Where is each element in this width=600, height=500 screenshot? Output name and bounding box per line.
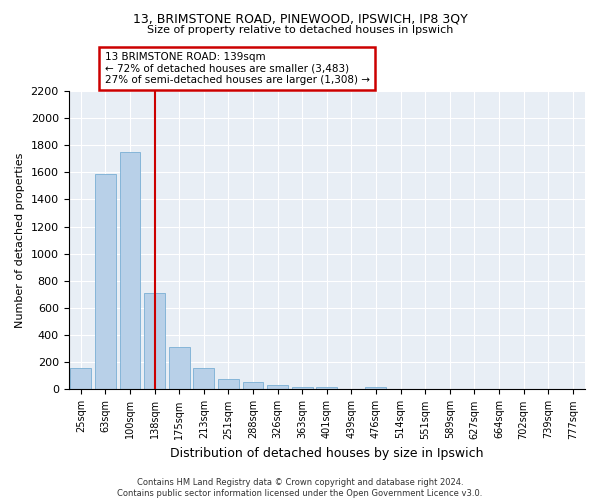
Bar	[95, 174, 116, 390]
Text: Contains HM Land Registry data © Crown copyright and database right 2024.
Contai: Contains HM Land Registry data © Crown c…	[118, 478, 482, 498]
Bar	[365, 386, 386, 390]
Text: 13, BRIMSTONE ROAD, PINEWOOD, IPSWICH, IP8 3QY: 13, BRIMSTONE ROAD, PINEWOOD, IPSWICH, I…	[133, 12, 467, 26]
Bar	[193, 368, 214, 390]
X-axis label: Distribution of detached houses by size in Ipswich: Distribution of detached houses by size …	[170, 447, 484, 460]
Bar	[218, 378, 239, 390]
Bar	[292, 386, 313, 390]
Text: Size of property relative to detached houses in Ipswich: Size of property relative to detached ho…	[147, 25, 453, 35]
Text: 13 BRIMSTONE ROAD: 139sqm
← 72% of detached houses are smaller (3,483)
27% of se: 13 BRIMSTONE ROAD: 139sqm ← 72% of detac…	[104, 52, 370, 85]
Bar	[169, 346, 190, 390]
Y-axis label: Number of detached properties: Number of detached properties	[15, 152, 25, 328]
Bar	[144, 293, 165, 390]
Bar	[267, 386, 288, 390]
Bar	[119, 152, 140, 390]
Bar	[316, 386, 337, 390]
Bar	[242, 382, 263, 390]
Bar	[70, 368, 91, 390]
